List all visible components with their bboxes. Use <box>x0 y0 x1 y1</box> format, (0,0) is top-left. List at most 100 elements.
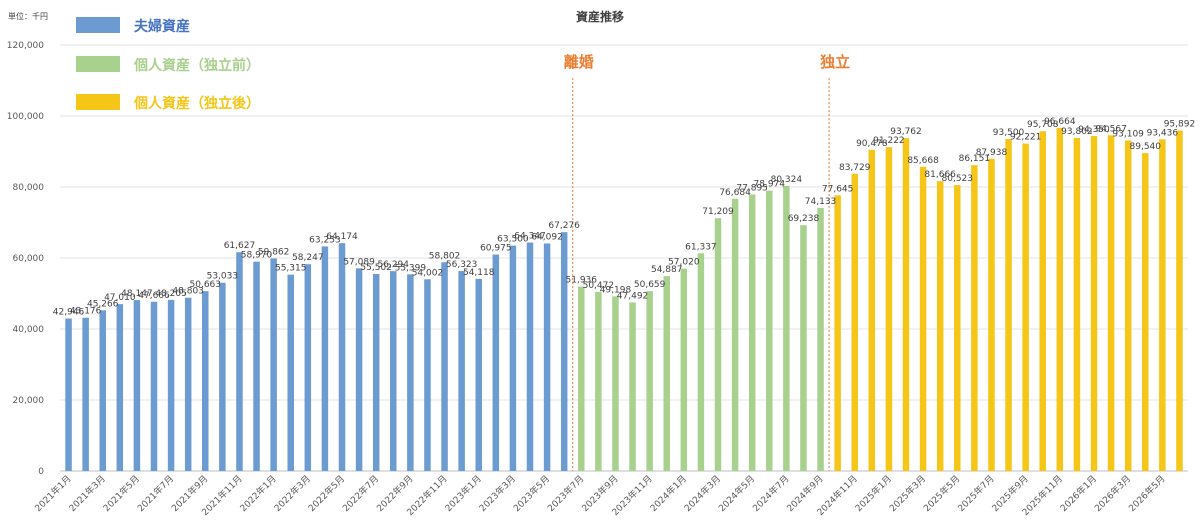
bar <box>714 218 722 471</box>
data-label: 56,294 <box>378 260 410 270</box>
bar <box>1039 131 1046 471</box>
data-label: 89,540 <box>1130 142 1162 152</box>
bar <box>1073 138 1081 471</box>
bar <box>1142 153 1149 471</box>
data-label: 83,729 <box>839 163 871 173</box>
bar <box>424 279 431 471</box>
chart-title: 資産推移 <box>576 9 624 24</box>
data-label: 64,174 <box>326 232 358 242</box>
data-label: 80,324 <box>771 175 803 185</box>
data-label: 93,500 <box>993 128 1025 138</box>
bar <box>919 166 927 471</box>
bar <box>885 147 893 471</box>
data-label: 63,253 <box>309 235 341 245</box>
data-label: 77,645 <box>822 184 854 194</box>
y-tick-label: 0 <box>38 467 44 477</box>
data-label: 81,666 <box>924 170 956 180</box>
gridlines <box>60 44 1188 472</box>
bars <box>65 127 1183 472</box>
data-label: 58,970 <box>241 251 273 261</box>
bar <box>697 253 705 471</box>
bar <box>988 158 995 471</box>
bar <box>766 190 773 471</box>
bar <box>817 207 824 471</box>
y-tick-label: 120,000 <box>7 41 44 51</box>
data-label: 54,887 <box>651 265 683 275</box>
y-tick-label: 80,000 <box>13 183 45 193</box>
event-label: 独立 <box>820 53 850 71</box>
data-label: 94,567 <box>1095 124 1127 134</box>
bar <box>167 299 175 471</box>
data-label: 42,946 <box>53 308 85 318</box>
data-label: 47,666 <box>138 291 170 301</box>
bar <box>390 271 397 471</box>
bar <box>663 276 670 471</box>
bar <box>82 317 89 471</box>
bar <box>116 304 124 471</box>
y-tick-label: 20,000 <box>13 396 45 406</box>
bar <box>458 271 465 471</box>
data-label: 63,500 <box>497 235 529 245</box>
bar <box>338 243 346 471</box>
data-label: 61,627 <box>224 241 256 251</box>
bar <box>595 291 602 471</box>
data-label: 48,147 <box>121 289 153 299</box>
bar <box>150 301 158 471</box>
data-label: 93,109 <box>1112 129 1144 139</box>
y-tick-label: 100,000 <box>7 112 44 122</box>
data-label: 57,020 <box>668 258 700 268</box>
data-label: 51,936 <box>566 276 598 286</box>
data-label: 96,664 <box>1044 117 1076 127</box>
bar <box>1107 135 1115 471</box>
x-axis: 2021年1月2021年3月2021年5月2021年7月2021年9月2021年… <box>32 473 1167 519</box>
data-label: 85,668 <box>907 156 939 166</box>
data-label: 54,002 <box>412 268 444 278</box>
bar <box>1159 139 1166 472</box>
bar <box>184 297 192 471</box>
data-label: 90,478 <box>856 139 888 149</box>
data-label: 47,010 <box>104 293 136 303</box>
data-label: 50,472 <box>583 281 615 291</box>
bar <box>509 245 517 471</box>
bar <box>65 318 72 471</box>
bar <box>99 310 106 471</box>
bar <box>304 264 312 471</box>
legend-label-couple: 夫婦資産 <box>134 18 190 35</box>
bar <box>560 232 568 471</box>
data-label: 47,492 <box>617 291 649 301</box>
data-label: 71,209 <box>702 207 734 217</box>
bar <box>287 274 294 471</box>
bar <box>253 261 260 471</box>
bar <box>578 286 585 471</box>
bar <box>219 282 226 471</box>
data-label: 93,802 <box>1061 127 1093 137</box>
event-markers: 離婚 独立 <box>564 53 850 471</box>
bar <box>133 300 141 471</box>
bar <box>1176 130 1183 471</box>
data-label: 55,315 <box>275 264 307 274</box>
data-label: 95,892 <box>1164 120 1196 130</box>
data-label: 55,502 <box>360 263 392 273</box>
data-label: 58,802 <box>429 251 461 261</box>
bar <box>475 278 482 471</box>
bar <box>1124 140 1132 471</box>
bar <box>800 225 807 471</box>
bar <box>1090 136 1098 471</box>
data-label: 48,205 <box>155 289 187 299</box>
legend-swatch-before <box>76 56 120 72</box>
x-tick-label: 2026年5月 <box>1126 473 1167 514</box>
data-label: 53,033 <box>207 272 239 282</box>
bar <box>407 274 414 471</box>
bar <box>936 181 944 471</box>
data-label: 95,708 <box>1027 120 1059 130</box>
bar <box>321 246 329 471</box>
bar <box>526 242 534 471</box>
bar <box>902 138 910 471</box>
y-tick-label: 60,000 <box>13 254 45 264</box>
bar <box>1056 127 1064 471</box>
data-label: 61,337 <box>685 242 717 252</box>
data-label: 48,803 <box>172 287 204 297</box>
data-label: 59,862 <box>258 247 290 257</box>
bar <box>202 291 209 471</box>
